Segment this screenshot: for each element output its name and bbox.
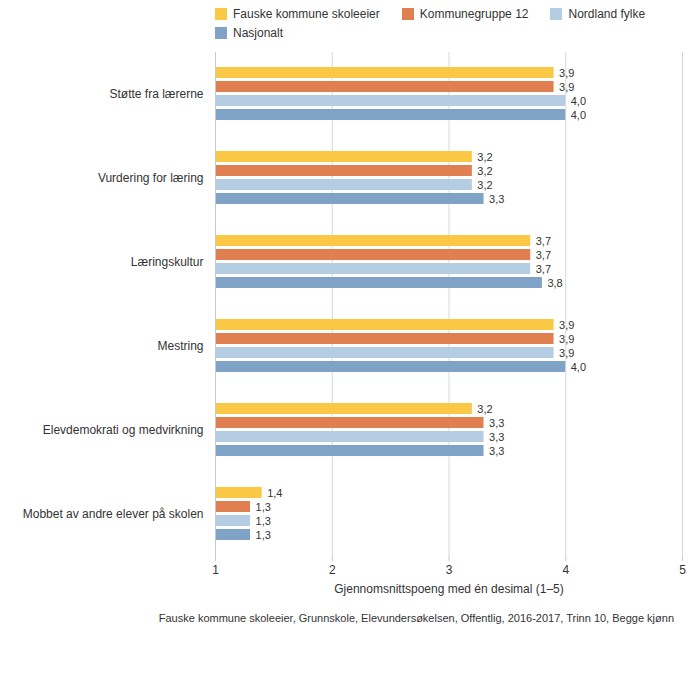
svg-text:3,9: 3,9	[559, 81, 574, 93]
svg-text:3,7: 3,7	[536, 235, 551, 247]
html-text:Fauske kommune skoleeier: Fauske kommune skoleeier	[233, 6, 380, 21]
svg-text:1,3: 1,3	[256, 529, 271, 541]
svg-text:3: 3	[446, 563, 453, 577]
svg-text:Vurdering for læring: Vurdering for læring	[98, 171, 204, 185]
svg-text:Mestring: Mestring	[157, 339, 203, 353]
svg-text:Elevdemokrati og medvirkning: Elevdemokrati og medvirkning	[43, 423, 204, 437]
svg-text:3,3: 3,3	[489, 445, 504, 457]
html-text:Nasjonalt: Nasjonalt	[233, 25, 283, 40]
svg-text:3,7: 3,7	[536, 249, 551, 261]
svg-text:Mobbet av andre elever på skol: Mobbet av andre elever på skolen	[23, 507, 204, 521]
svg-text:3,7: 3,7	[536, 263, 551, 275]
svg-text:1: 1	[212, 563, 219, 577]
svg-text:Læringskultur: Læringskultur	[131, 255, 204, 269]
svg-text:3,9: 3,9	[559, 333, 574, 345]
svg-text:4,0: 4,0	[571, 109, 586, 121]
svg-text:1,4: 1,4	[267, 487, 282, 499]
svg-text:3,3: 3,3	[489, 431, 504, 443]
svg-text:3,2: 3,2	[477, 151, 492, 163]
svg-text:3,9: 3,9	[559, 67, 574, 79]
html-text:Fauske kommune skoleeier, Grun: Fauske kommune skoleeier, Grunnskole, El…	[158, 612, 674, 624]
svg-text:1,3: 1,3	[256, 515, 271, 527]
html-text:Kommunegruppe 12: Kommunegruppe 12	[419, 6, 529, 21]
svg-text:Støtte fra lærerne: Støtte fra lærerne	[109, 87, 203, 101]
svg-text:3,9: 3,9	[559, 319, 574, 331]
svg-text:5: 5	[679, 563, 686, 577]
svg-text:1,3: 1,3	[256, 501, 271, 513]
svg-text:4,0: 4,0	[571, 361, 586, 373]
svg-text:4,0: 4,0	[571, 95, 586, 107]
svg-text:2: 2	[329, 563, 336, 577]
svg-text:3,2: 3,2	[477, 165, 492, 177]
svg-text:3,2: 3,2	[477, 179, 492, 191]
svg-text:3,3: 3,3	[489, 193, 504, 205]
svg-text:3,9: 3,9	[559, 347, 574, 359]
svg-text:Gjennomsnittspoeng med én desi: Gjennomsnittspoeng med én desimal (1–5)	[334, 582, 563, 596]
svg-text:4: 4	[562, 563, 569, 577]
svg-text:3,2: 3,2	[477, 403, 492, 415]
svg-text:3,3: 3,3	[489, 417, 504, 429]
svg-text:3,8: 3,8	[547, 277, 562, 289]
html-text:Nordland fylke: Nordland fylke	[568, 6, 646, 21]
